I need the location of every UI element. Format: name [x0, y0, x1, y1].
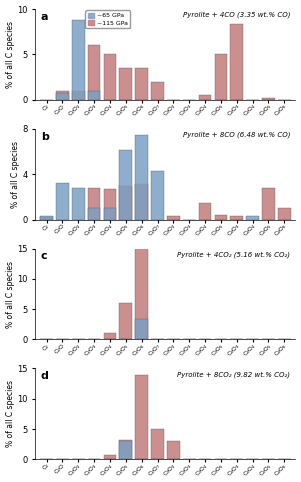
Bar: [151, 429, 164, 459]
Bar: [135, 68, 148, 100]
Text: a: a: [41, 12, 48, 22]
Y-axis label: % of all C species: % of all C species: [11, 141, 20, 208]
Text: c: c: [41, 252, 47, 261]
Bar: [151, 171, 164, 220]
Bar: [88, 208, 101, 220]
Bar: [72, 188, 85, 220]
Text: d: d: [41, 371, 48, 381]
Bar: [231, 25, 243, 100]
Bar: [215, 54, 227, 100]
Bar: [104, 455, 116, 459]
Y-axis label: % of all C species: % of all C species: [5, 261, 14, 328]
Text: Pyrolite + 4CO₂ (5.16 wt.% CO₂): Pyrolite + 4CO₂ (5.16 wt.% CO₂): [177, 252, 290, 258]
Bar: [104, 208, 116, 220]
Bar: [88, 45, 101, 100]
Bar: [262, 188, 275, 220]
Bar: [88, 188, 101, 220]
Bar: [135, 375, 148, 459]
Bar: [119, 441, 132, 459]
Bar: [119, 150, 132, 220]
Bar: [119, 440, 132, 459]
Bar: [56, 183, 69, 220]
Bar: [199, 202, 211, 220]
Y-axis label: % of all C species: % of all C species: [5, 21, 14, 88]
Bar: [262, 98, 275, 100]
Bar: [40, 217, 53, 220]
Bar: [151, 81, 164, 100]
Bar: [104, 54, 116, 100]
Bar: [40, 216, 53, 220]
Bar: [135, 134, 148, 220]
Bar: [167, 441, 180, 459]
Text: Pyrolite + 8CO (6.48 wt.% CO): Pyrolite + 8CO (6.48 wt.% CO): [183, 132, 290, 138]
Bar: [167, 216, 180, 220]
Text: b: b: [41, 132, 48, 142]
Bar: [104, 334, 116, 339]
Bar: [56, 91, 69, 100]
Bar: [56, 94, 69, 100]
Bar: [199, 95, 211, 100]
Bar: [88, 91, 101, 100]
Bar: [246, 216, 259, 220]
Bar: [135, 320, 148, 339]
Legend: ~65 GPa, ~115 GPa: ~65 GPa, ~115 GPa: [85, 11, 130, 28]
Bar: [119, 68, 132, 100]
Bar: [119, 303, 132, 339]
Bar: [119, 186, 132, 220]
Text: Pyrolite + 8CO₂ (9.82 wt.% CO₂): Pyrolite + 8CO₂ (9.82 wt.% CO₂): [177, 371, 290, 378]
Text: Pyrolite + 4CO (3.35 wt.% CO): Pyrolite + 4CO (3.35 wt.% CO): [183, 12, 290, 18]
Bar: [104, 189, 116, 220]
Bar: [231, 216, 243, 220]
Bar: [135, 185, 148, 220]
Bar: [278, 208, 291, 220]
Y-axis label: % of all C species: % of all C species: [5, 380, 14, 447]
Bar: [72, 20, 85, 100]
Bar: [135, 247, 148, 339]
Bar: [215, 215, 227, 220]
Bar: [72, 91, 85, 100]
